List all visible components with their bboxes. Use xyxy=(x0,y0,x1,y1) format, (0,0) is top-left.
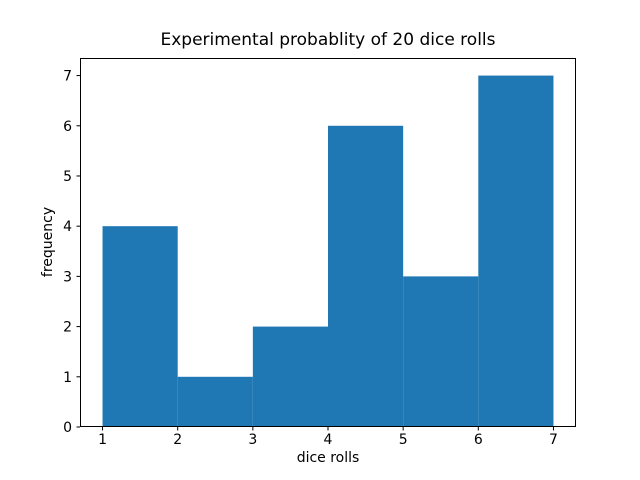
histogram-bar xyxy=(102,226,178,427)
y-tick-label: 6 xyxy=(63,119,72,135)
histogram-bar xyxy=(328,125,404,427)
x-tick-label: 5 xyxy=(399,432,408,448)
x-tick-label: 7 xyxy=(549,432,558,448)
x-tick-label: 4 xyxy=(324,432,333,448)
y-tick-label: 0 xyxy=(63,420,72,436)
histogram-bar xyxy=(403,276,479,427)
y-tick-label: 4 xyxy=(63,219,72,235)
x-tick-label: 2 xyxy=(173,432,182,448)
x-tick-label: 3 xyxy=(248,432,257,448)
chart-title: Experimental probablity of 20 dice rolls xyxy=(160,30,496,50)
y-tick-label: 2 xyxy=(63,320,72,336)
histogram-bar xyxy=(252,326,328,427)
y-tick-label: 1 xyxy=(63,370,72,386)
x-tick-label: 6 xyxy=(474,432,483,448)
histogram-bar xyxy=(478,75,554,428)
histogram-bar xyxy=(177,376,253,427)
y-axis-label: frequency xyxy=(40,206,56,278)
y-tick-label: 5 xyxy=(63,169,72,185)
axes-spines xyxy=(80,58,576,427)
y-tick-label: 3 xyxy=(63,269,72,285)
x-tick-label: 1 xyxy=(98,432,107,448)
y-tick-label: 7 xyxy=(63,69,72,85)
x-axis-label: dice rolls xyxy=(296,450,360,466)
